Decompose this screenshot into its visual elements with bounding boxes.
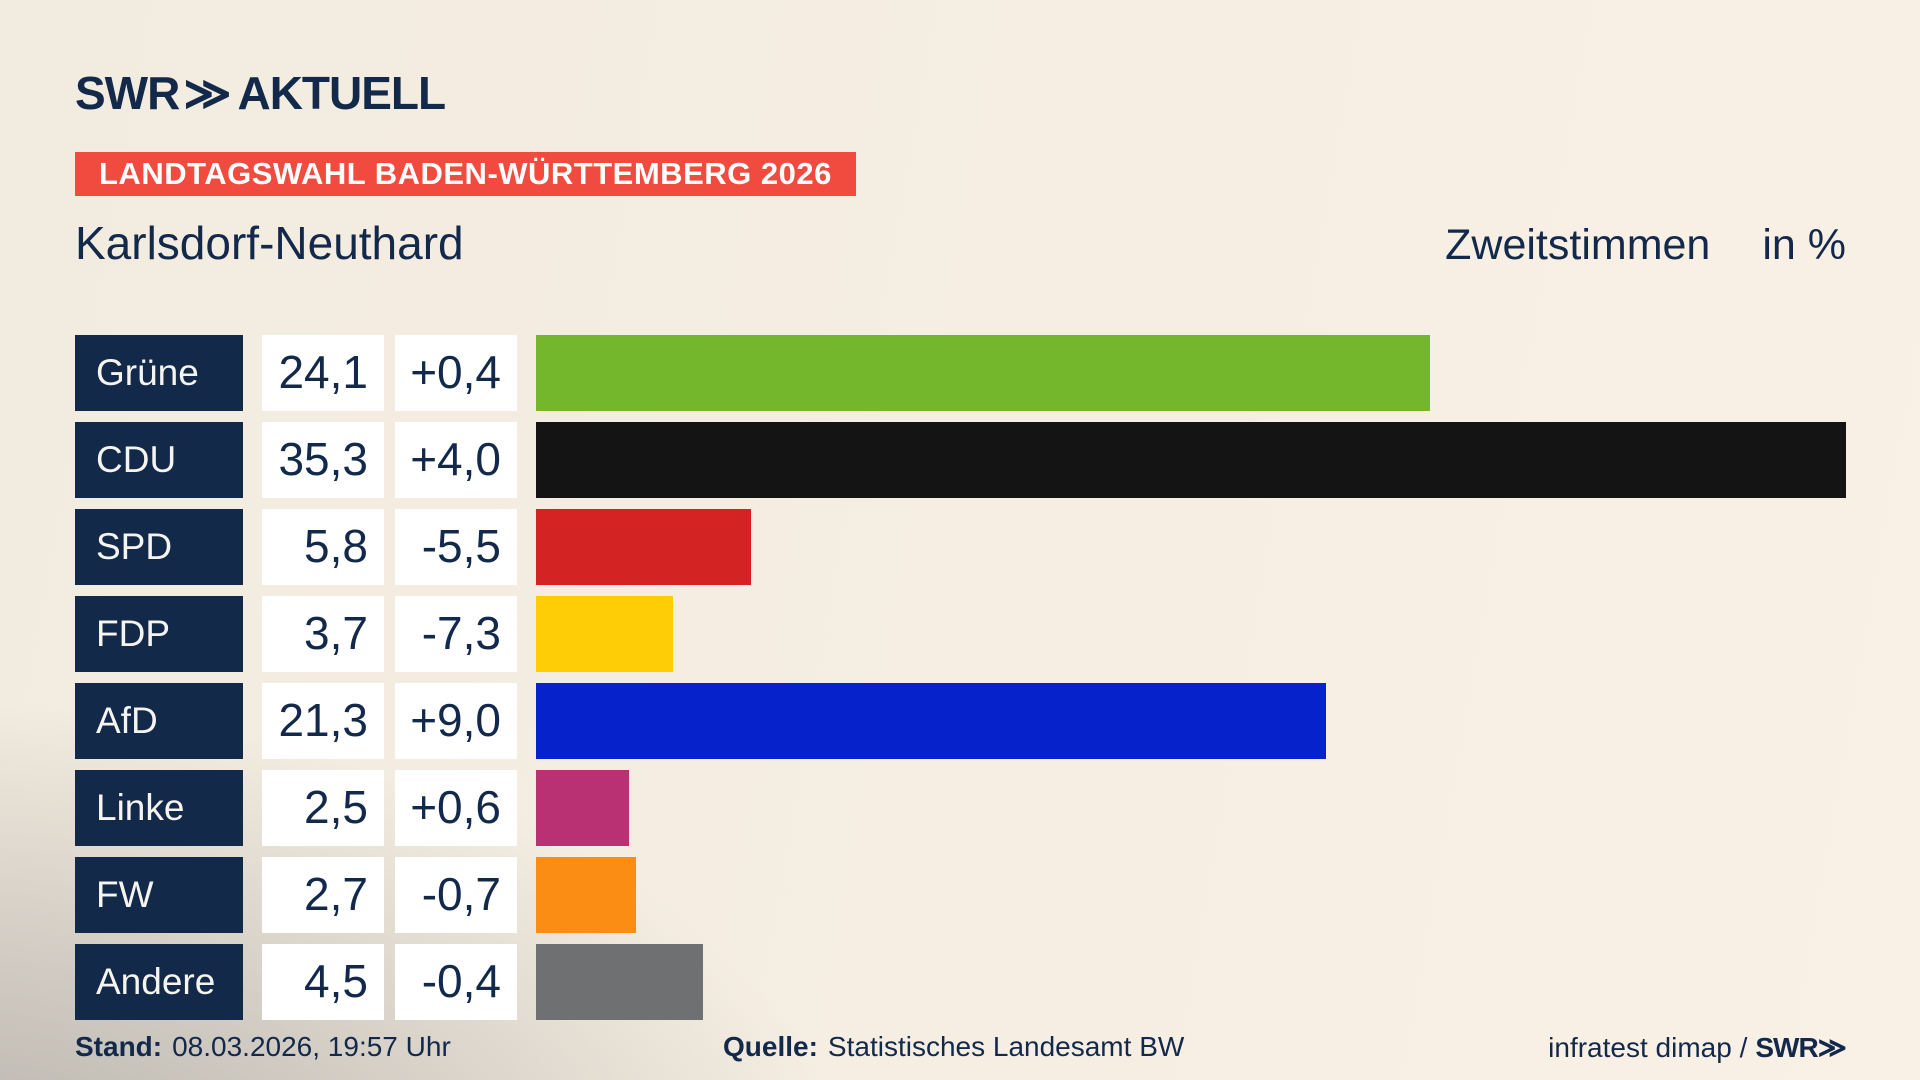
party-label: SPD xyxy=(75,509,243,585)
bar-track xyxy=(536,683,1846,759)
change-cell: -0,7 xyxy=(395,857,517,933)
source-caption: Quelle: Statistisches Landesamt BW xyxy=(723,1031,1184,1063)
change-cell: -0,4 xyxy=(395,944,517,1020)
change-cell: +9,0 xyxy=(395,683,517,759)
footer: Stand: 08.03.2026, 19:57 Uhr Quelle: Stati… xyxy=(75,1031,1847,1067)
value-cell: 3,7 xyxy=(262,596,384,672)
logo-swr-text: SWR xyxy=(75,67,180,119)
value-cell: 2,5 xyxy=(262,770,384,846)
value-cell: 24,1 xyxy=(262,335,384,411)
banner-label: LANDTAGSWAHL BADEN-WÜRTTEMBERG 2026 xyxy=(99,156,832,191)
value-cell: 35,3 xyxy=(262,422,384,498)
party-label: Linke xyxy=(75,770,243,846)
party-label: FW xyxy=(75,857,243,933)
value-cell: 2,7 xyxy=(262,857,384,933)
change-cell: -5,5 xyxy=(395,509,517,585)
logo-aktuell-text: AKTUELL xyxy=(237,67,446,119)
bar xyxy=(536,422,1846,498)
change-cell: +0,6 xyxy=(395,770,517,846)
bar-row: SPD 5,8 -5,5 xyxy=(75,509,1846,585)
credit-caption: infratest dimap / SWR≫ xyxy=(1548,1031,1847,1064)
value-cell: 4,5 xyxy=(262,944,384,1020)
credit-text: infratest dimap / xyxy=(1548,1032,1748,1063)
election-banner: LANDTAGSWAHL BADEN-WÜRTTEMBERG 2026 xyxy=(75,152,856,196)
bar-row: Andere 4,5 -0,4 xyxy=(75,944,1846,1020)
bar xyxy=(536,857,637,933)
bar-track xyxy=(536,422,1846,498)
party-label: FDP xyxy=(75,596,243,672)
bar-track xyxy=(536,944,1846,1020)
bar xyxy=(536,335,1431,411)
change-cell: -7,3 xyxy=(395,596,517,672)
measure-caption: Zweitstimmen in % xyxy=(1445,221,1846,270)
measure-label: Zweitstimmen xyxy=(1445,221,1711,269)
bar-track xyxy=(536,770,1846,846)
bar-track xyxy=(536,596,1846,672)
bar-row: FDP 3,7 -7,3 xyxy=(75,596,1846,672)
bar-row: CDU 35,3 +4,0 xyxy=(75,422,1846,498)
value-cell: 21,3 xyxy=(262,683,384,759)
swr-logo-small: SWR≫ xyxy=(1755,1032,1847,1063)
party-label: Grüne xyxy=(75,335,243,411)
bar xyxy=(536,944,703,1020)
party-label: CDU xyxy=(75,422,243,498)
party-label: AfD xyxy=(75,683,243,759)
value-cell: 5,8 xyxy=(262,509,384,585)
bar-row: Linke 2,5 +0,6 xyxy=(75,770,1846,846)
stand-value: 08.03.2026, 19:57 Uhr xyxy=(172,1031,451,1062)
bar xyxy=(536,596,674,672)
source-label: Quelle: xyxy=(723,1031,818,1062)
bar xyxy=(536,683,1327,759)
bar xyxy=(536,770,629,846)
bar xyxy=(536,509,752,585)
stand-caption: Stand: 08.03.2026, 19:57 Uhr xyxy=(75,1031,451,1063)
stand-label: Stand: xyxy=(75,1031,163,1062)
bar-track xyxy=(536,509,1846,585)
page-title: Karlsdorf-Neuthard xyxy=(75,217,464,269)
change-cell: +4,0 xyxy=(395,422,517,498)
bar-rows: Grüne 24,1 +0,4 CDU 35,3 +4,0 SPD 5,8 -5… xyxy=(75,335,1846,1031)
measure-unit: in % xyxy=(1762,221,1846,269)
party-label: Andere xyxy=(75,944,243,1020)
double-chevron-icon: ≫ xyxy=(183,67,231,119)
change-cell: +0,4 xyxy=(395,335,517,411)
source-value: Statistisches Landesamt BW xyxy=(827,1031,1185,1062)
bar-row: Grüne 24,1 +0,4 xyxy=(75,335,1846,411)
swr-aktuell-logo: SWR≫ AKTUELL xyxy=(75,66,446,120)
bar-row: FW 2,7 -0,7 xyxy=(75,857,1846,933)
bar-track xyxy=(536,335,1846,411)
title-row: Karlsdorf-Neuthard Zweitstimmen in % xyxy=(75,216,1846,270)
bar-row: AfD 21,3 +9,0 xyxy=(75,683,1846,759)
bar-track xyxy=(536,857,1846,933)
